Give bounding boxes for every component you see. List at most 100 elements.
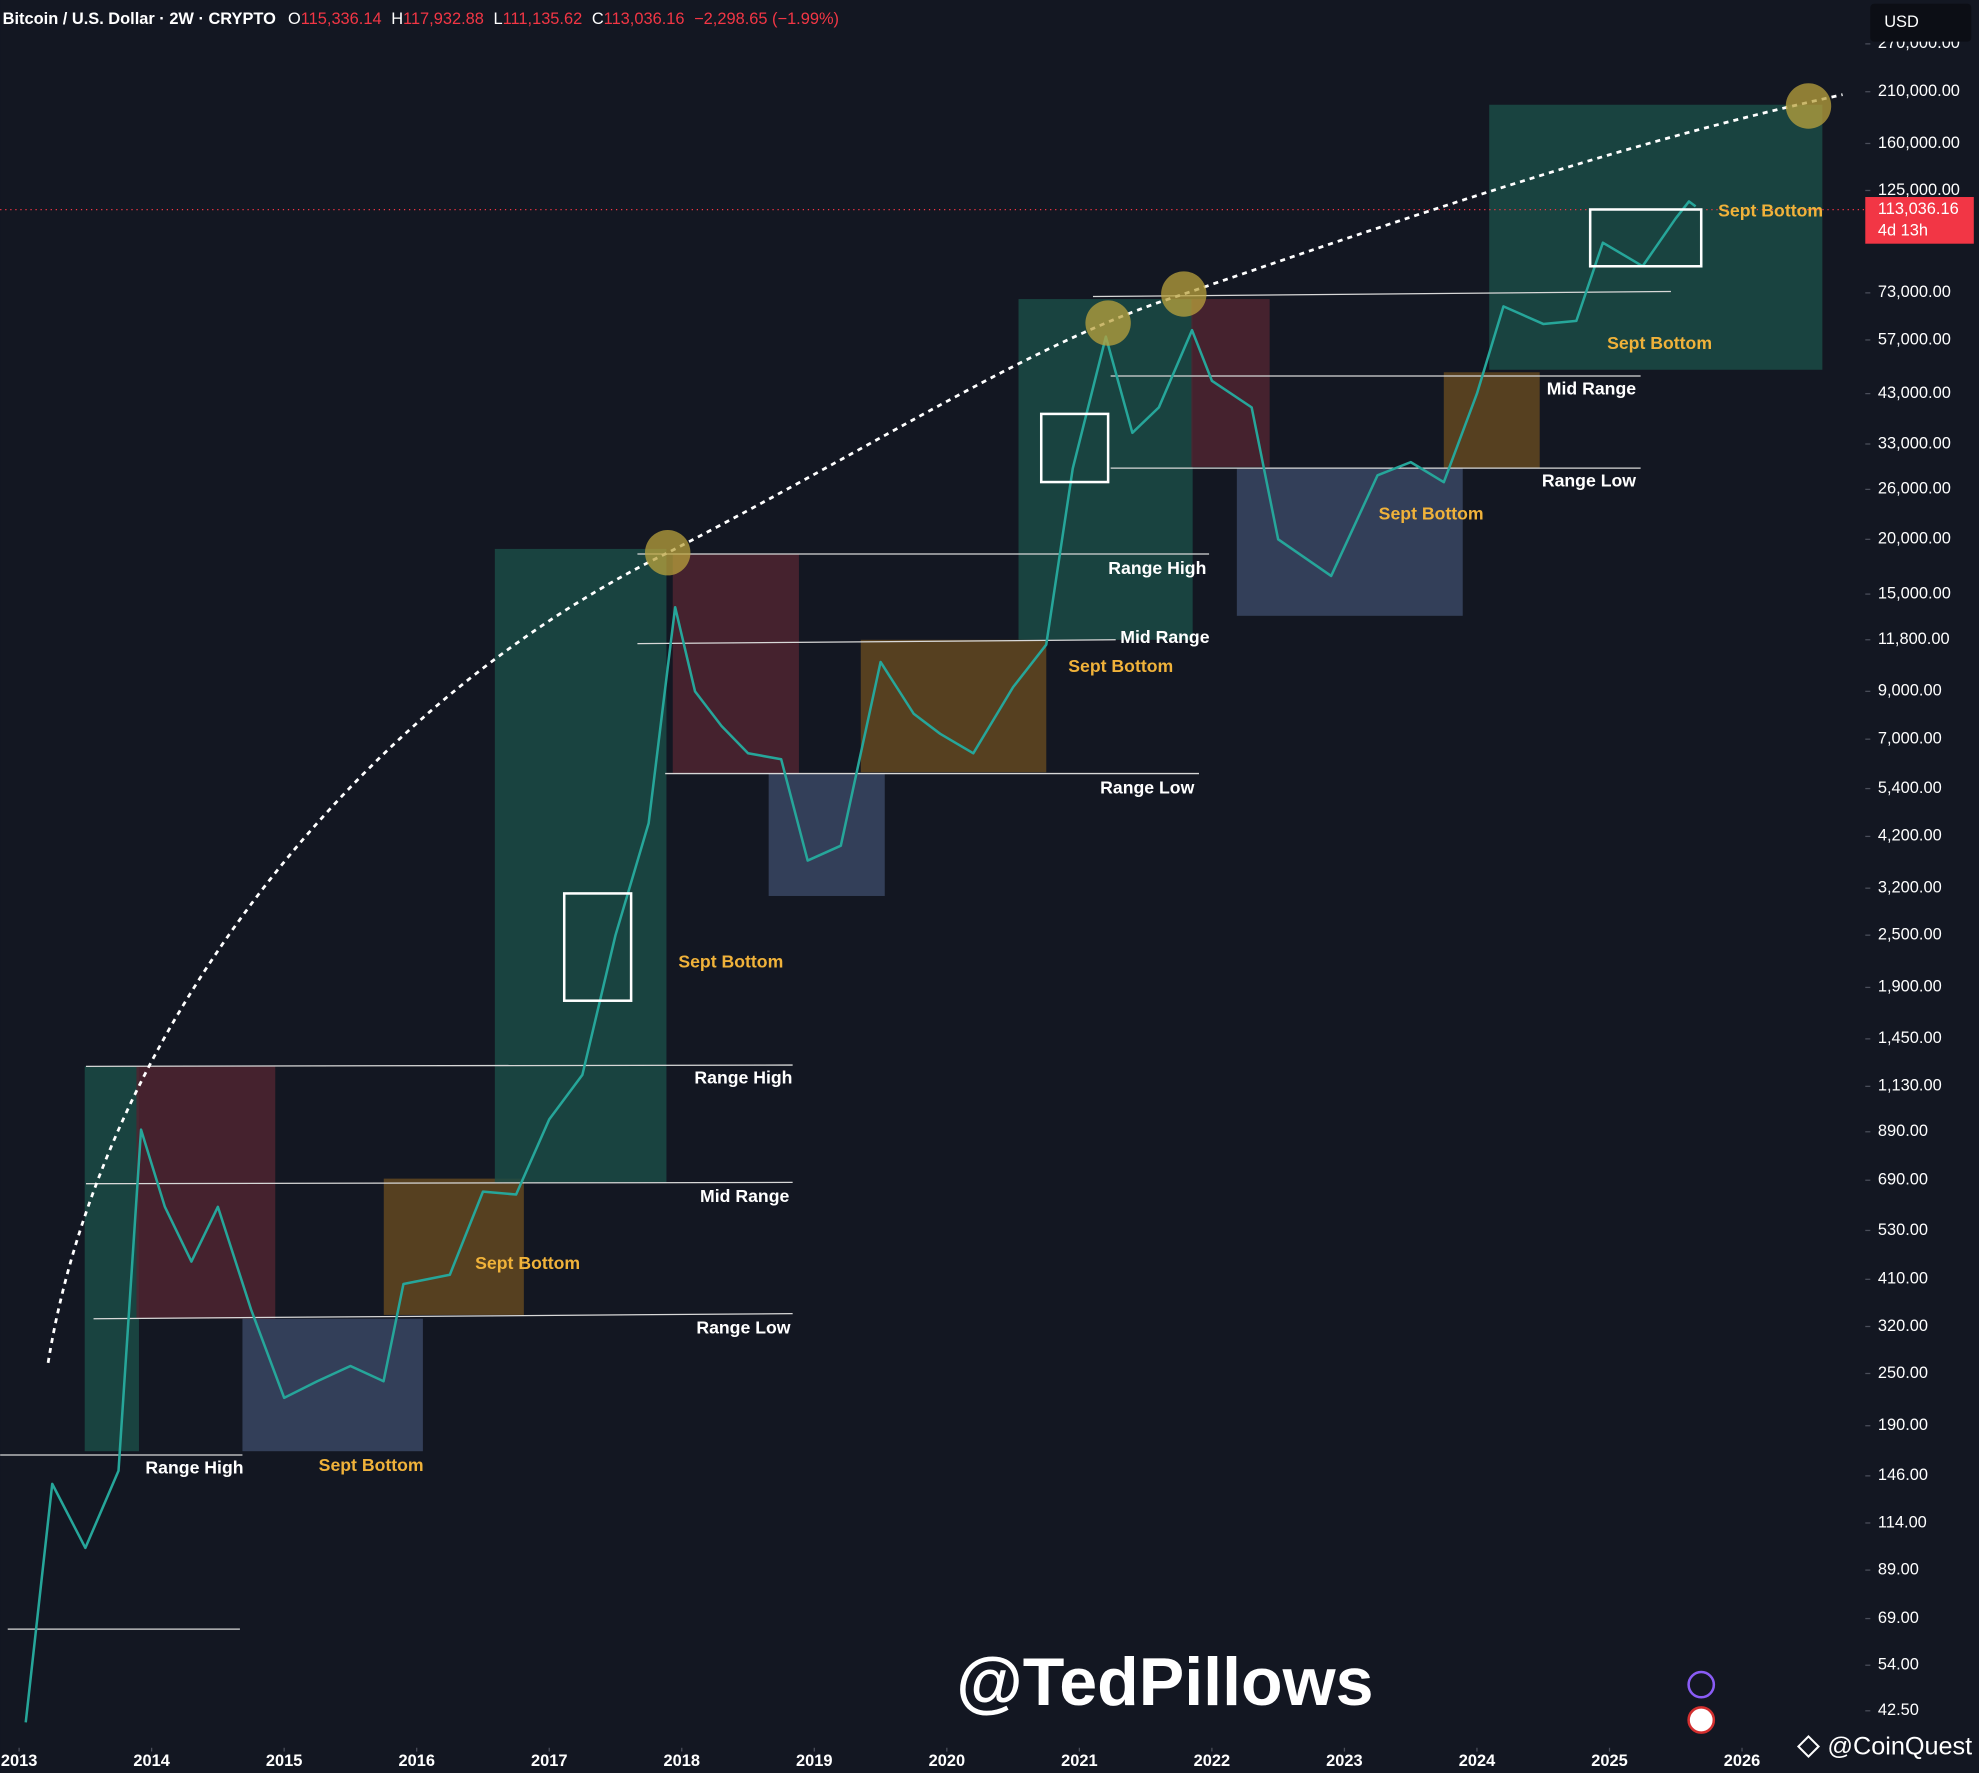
zone-bottom xyxy=(768,773,885,896)
zone-accumulation xyxy=(860,639,1047,773)
annotation: Sept Bottom xyxy=(1379,504,1484,524)
brand-icon xyxy=(1796,1734,1821,1759)
y-tick-label: 9,000.00 xyxy=(1878,682,1942,700)
touch-point xyxy=(644,530,691,576)
series-layer xyxy=(0,200,1866,1723)
zone-bull xyxy=(1018,299,1193,640)
annotation: Sept Bottom xyxy=(319,1455,424,1475)
countdown-label: 4d 13h xyxy=(1878,221,1928,239)
annotation: Range High xyxy=(145,1458,243,1478)
y-tick-label: 20,000.00 xyxy=(1878,530,1951,548)
y-tick-label: 190.00 xyxy=(1878,1416,1928,1434)
y-tick-label: 1,450.00 xyxy=(1878,1029,1942,1047)
x-tick-label: 2026 xyxy=(1724,1752,1760,1770)
zone-bottom xyxy=(242,1318,423,1452)
y-tick-label: 2,500.00 xyxy=(1878,926,1942,944)
x-tick-label: 2015 xyxy=(266,1752,302,1770)
y-tick-label: 3,200.00 xyxy=(1878,879,1942,897)
ohlc-key: C xyxy=(592,11,604,29)
x-tick-label: 2020 xyxy=(929,1752,965,1770)
annotation: Sept Bottom xyxy=(678,952,783,972)
highlight-box xyxy=(1588,208,1703,268)
annotation: Range High xyxy=(694,1068,792,1088)
y-tick-label: 57,000.00 xyxy=(1878,330,1951,348)
annotation: Sept Bottom xyxy=(1607,333,1712,353)
currency-button[interactable]: USD xyxy=(1870,3,1972,42)
ohlc-value: 113,036.16 xyxy=(604,11,685,29)
annotation: Range Low xyxy=(696,1317,790,1337)
y-tick-label: 690.00 xyxy=(1878,1171,1928,1189)
change: −2,298.65 (−1.99%) xyxy=(694,11,839,29)
x-tick-label: 2014 xyxy=(133,1752,170,1770)
y-tick-label: 5,400.00 xyxy=(1878,779,1942,797)
y-tick-label: 7,000.00 xyxy=(1878,730,1942,748)
y-tick-label: 146.00 xyxy=(1878,1466,1928,1484)
currency-label[interactable]: USD xyxy=(1884,13,1919,31)
price-line xyxy=(24,200,1697,1723)
x-tick-label: 2024 xyxy=(1459,1752,1496,1770)
y-tick-label: 26,000.00 xyxy=(1878,480,1951,498)
zone-bull xyxy=(1489,104,1823,370)
x-tick-label: 2021 xyxy=(1061,1752,1097,1770)
zone-bull xyxy=(84,1066,139,1452)
side-icons xyxy=(1687,1670,1716,1734)
highlight-box xyxy=(562,892,633,1002)
highlight-boxes xyxy=(562,208,1703,1002)
currency-box[interactable] xyxy=(1870,3,1972,42)
y-tick-label: 73,000.00 xyxy=(1878,283,1951,301)
annotation: Mid Range xyxy=(700,1186,789,1206)
y-tick-label: 1,130.00 xyxy=(1878,1077,1942,1095)
x-tick-label: 2013 xyxy=(1,1752,37,1770)
highlight-box xyxy=(1039,412,1110,484)
watermark: @TedPillows xyxy=(956,1644,1373,1720)
annotation: Sept Bottom xyxy=(475,1253,580,1273)
brand: @CoinQuest xyxy=(1796,1732,1972,1760)
touch-point xyxy=(1785,83,1832,129)
x-tick-label: 2017 xyxy=(531,1752,567,1770)
level-line xyxy=(85,1181,793,1185)
y-tick-label: 1,900.00 xyxy=(1878,978,1942,996)
y-tick-label: 89.00 xyxy=(1878,1560,1919,1578)
icon[interactable] xyxy=(1687,1706,1716,1734)
price-axis: 270,000.00210,000.00160,000.00125,000.00… xyxy=(1,34,1974,1770)
zone-bear xyxy=(1191,299,1270,467)
x-tick-label: 2023 xyxy=(1326,1752,1362,1770)
zone-bear xyxy=(136,1066,276,1319)
touch-point xyxy=(1085,300,1131,346)
last-price-label: 113,036.16 xyxy=(1878,200,1959,218)
annotations: Range High Sept Bottom Range Low Mid Ran… xyxy=(145,201,1823,1478)
icon[interactable] xyxy=(1687,1670,1716,1699)
annotation: Mid Range xyxy=(1120,627,1209,647)
ohlc-value: 115,336.14 xyxy=(301,11,382,29)
annotation: Range High xyxy=(1108,558,1206,578)
ohlc-key: H xyxy=(391,11,403,29)
level-line xyxy=(85,1064,793,1067)
ohlc-key: O xyxy=(288,11,301,29)
y-tick-label: 125,000.00 xyxy=(1878,181,1960,199)
zone-accumulation xyxy=(1443,372,1540,469)
y-tick-label: 42.50 xyxy=(1878,1701,1919,1719)
touch-points xyxy=(644,83,1832,576)
y-tick-label: 890.00 xyxy=(1878,1122,1928,1140)
annotation: Range Low xyxy=(1542,471,1636,491)
y-tick-label: 4,200.00 xyxy=(1878,827,1942,845)
annotation: Sept Bottom xyxy=(1718,201,1823,221)
x-tick-label: 2025 xyxy=(1591,1752,1627,1770)
annotation: Sept Bottom xyxy=(1068,656,1173,676)
ohlc-value: 111,135.62 xyxy=(503,11,583,29)
x-tick-label: 2019 xyxy=(796,1752,832,1770)
growth-curve xyxy=(46,93,1843,1364)
levels xyxy=(0,290,1671,1630)
annotation: Mid Range xyxy=(1547,379,1636,399)
watermark: @CoinQuest xyxy=(1827,1732,1972,1760)
header: Bitcoin / U.S. Dollar · 2W · CRYPTO O115… xyxy=(3,11,839,29)
zone-bear xyxy=(672,553,799,774)
x-tick-label: 2018 xyxy=(664,1752,700,1770)
y-tick-label: 530.00 xyxy=(1878,1221,1928,1239)
y-tick-label: 320.00 xyxy=(1878,1317,1928,1335)
touch-point xyxy=(1161,271,1207,317)
y-tick-label: 43,000.00 xyxy=(1878,384,1951,402)
x-tick-label: 2022 xyxy=(1194,1752,1230,1770)
